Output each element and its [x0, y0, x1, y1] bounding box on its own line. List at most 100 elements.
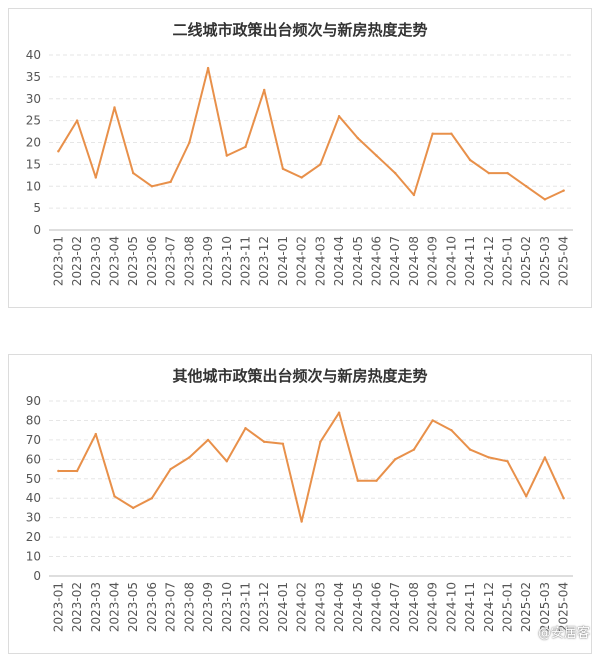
- data-point: [319, 163, 322, 166]
- data-point: [525, 495, 528, 498]
- series-line: [57, 411, 565, 523]
- data-point: [506, 171, 509, 175]
- data-point: [150, 497, 154, 500]
- data-point: [300, 176, 303, 179]
- data-point: [375, 154, 378, 157]
- x-tick-label: 2023-08: [182, 582, 196, 632]
- x-tick-label: 2024-10: [444, 582, 458, 632]
- data-point: [506, 460, 509, 463]
- x-tick-label: 2023-12: [257, 236, 271, 286]
- data-point: [169, 180, 172, 184]
- data-point: [468, 158, 472, 162]
- data-point: [150, 185, 154, 188]
- x-tick-label: 2024-02: [295, 236, 309, 286]
- x-tick-label: 2025-01: [501, 236, 515, 286]
- x-tick-label: 2024-06: [370, 236, 384, 286]
- x-tick-label: 2024-04: [332, 236, 346, 286]
- data-point: [132, 171, 135, 175]
- y-tick-label: 60: [26, 452, 41, 466]
- data-point: [244, 145, 247, 149]
- data-point: [487, 171, 490, 175]
- x-tick-label: 2023-06: [145, 236, 159, 286]
- data-point: [431, 419, 434, 422]
- data-point: [113, 495, 116, 498]
- x-tick-label: 2023-07: [164, 582, 178, 632]
- y-tick-label: 90: [26, 394, 41, 408]
- x-tick-label: 2024-09: [426, 236, 440, 286]
- data-point: [225, 154, 228, 157]
- x-tick-label: 2023-10: [220, 582, 234, 632]
- y-tick-label: 20: [26, 530, 41, 544]
- x-tick-label: 2023-04: [108, 236, 122, 286]
- x-tick-label: 2024-01: [276, 582, 290, 632]
- data-point: [57, 469, 60, 473]
- y-tick-label: 25: [26, 114, 41, 128]
- data-point: [412, 448, 416, 451]
- chart-title: 其他城市政策出台频次与新房热度走势: [172, 367, 428, 385]
- y-tick-label: 10: [26, 179, 41, 193]
- y-tick-label: 30: [26, 511, 41, 525]
- x-tick-label: 2025-04: [557, 236, 571, 286]
- data-point: [431, 132, 434, 135]
- data-point: [525, 185, 528, 188]
- data-point: [225, 460, 228, 463]
- data-point: [206, 66, 210, 70]
- x-tick-label: 2023-09: [201, 582, 215, 632]
- data-point: [562, 497, 565, 500]
- x-tick-label: 2024-03: [313, 236, 327, 286]
- x-tick-label: 2023-06: [145, 582, 159, 632]
- x-tick-label: 2024-07: [388, 236, 402, 286]
- data-point: [468, 448, 472, 451]
- x-tick-label: 2023-10: [220, 236, 234, 286]
- data-point: [337, 115, 341, 118]
- x-tick-label: 2023-08: [182, 236, 196, 286]
- x-tick-label: 2024-12: [482, 236, 496, 286]
- y-tick-label: 35: [26, 70, 41, 84]
- data-point: [244, 427, 247, 430]
- x-tick-label: 2023-01: [51, 236, 65, 286]
- data-point: [113, 106, 116, 109]
- x-tick-label: 2024-05: [351, 582, 365, 632]
- y-tick-label: 10: [26, 550, 41, 564]
- x-tick-label: 2023-11: [239, 236, 253, 286]
- data-point: [300, 520, 303, 523]
- x-tick-label: 2025-02: [519, 236, 533, 286]
- x-tick-label: 2024-03: [313, 582, 327, 632]
- data-point: [57, 150, 60, 153]
- y-tick-label: 40: [26, 48, 41, 62]
- series-line: [57, 67, 565, 201]
- x-tick-label: 2023-05: [126, 582, 140, 632]
- x-tick-label: 2025-02: [519, 582, 533, 632]
- line-chart-secondary-cities: 0 5 10 15 20 25 30 35 40 2023-01 2023-02 2023-03 202…: [26, 48, 573, 286]
- x-tick-label: 2023-11: [239, 582, 253, 632]
- y-tick-label: 20: [26, 136, 41, 150]
- x-tick-label: 2025-04: [557, 582, 571, 632]
- data-point: [263, 88, 266, 92]
- data-point: [356, 479, 359, 482]
- chart-title: 二线城市政策出台频次与新房热度走势: [172, 21, 428, 39]
- data-point: [394, 171, 397, 175]
- chart-panel-other-cities: 其他城市政策出台频次与新房热度走势 0 10 20 30 40 50 60 70 80 90 202…: [8, 354, 592, 654]
- data-point: [94, 176, 97, 179]
- y-tick-label: 70: [26, 433, 41, 447]
- x-tick-label: 2023-04: [108, 582, 122, 632]
- data-point: [75, 469, 79, 473]
- data-point: [188, 141, 191, 144]
- x-tick-label: 2024-07: [388, 582, 402, 632]
- y-tick-label: 0: [33, 223, 41, 237]
- data-point: [94, 432, 97, 436]
- x-tick-label: 2023-07: [164, 236, 178, 286]
- data-point: [412, 193, 416, 197]
- x-tick-label: 2024-01: [276, 236, 290, 286]
- y-tick-label: 0: [33, 569, 41, 583]
- x-tick-label: 2023-12: [257, 582, 271, 632]
- x-tick-label: 2025-03: [538, 236, 552, 286]
- x-tick-label: 2024-04: [332, 582, 346, 632]
- x-tick-label: 2023-09: [201, 236, 215, 286]
- x-tick-label: 2024-02: [295, 582, 309, 632]
- data-point: [487, 456, 490, 459]
- x-tick-label: 2024-05: [351, 236, 365, 286]
- data-point: [319, 440, 322, 444]
- data-point: [337, 411, 341, 414]
- data-point: [263, 440, 266, 444]
